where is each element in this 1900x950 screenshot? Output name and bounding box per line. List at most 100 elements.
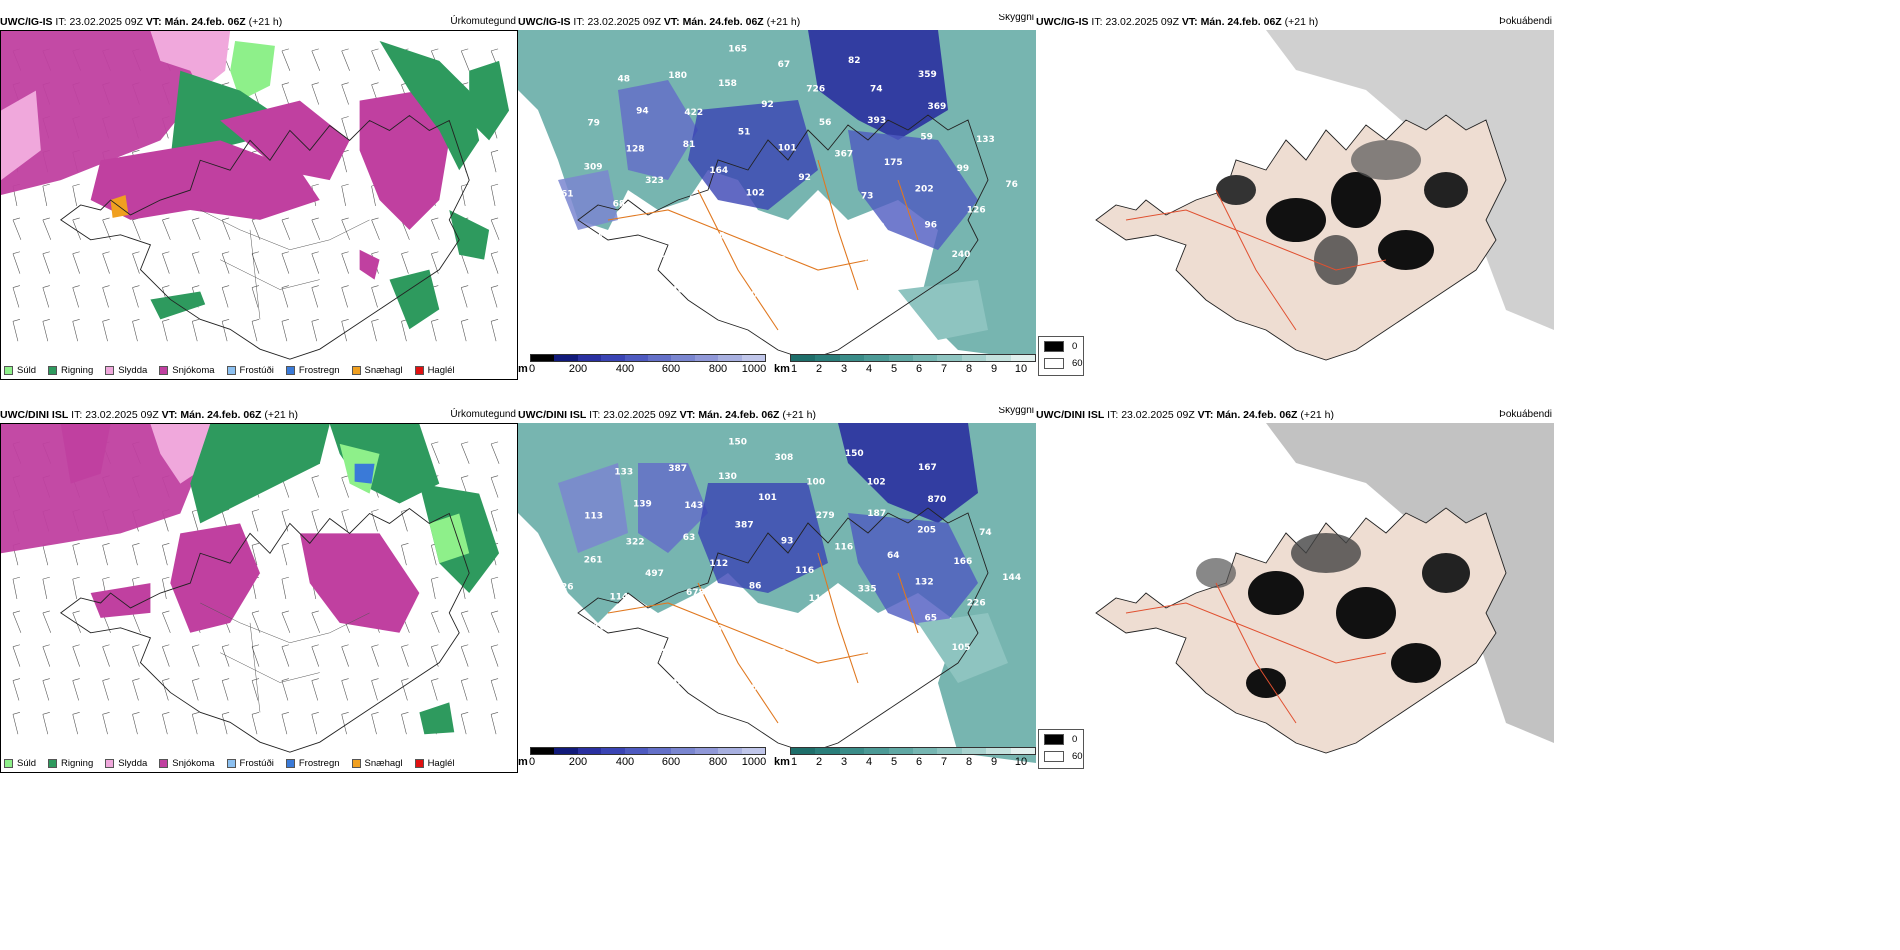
wind-barb [12,217,22,240]
wind-barb [72,678,80,701]
legend-item: Frostregn [285,365,340,376]
colorbar-tick: 0 [528,756,536,768]
vt-value: Mán. 24.feb. 06Z [1200,16,1282,28]
wind-barb [221,285,230,308]
fog-legend: 0 60 [1038,336,1084,376]
visibility-value-label: 126 [852,683,871,693]
wind-barb [371,712,379,735]
visibility-value-label: 133 [711,264,730,274]
wind-barb [341,251,349,274]
colorbar-tick: 600 [661,363,681,375]
panel-header: UWC/DINI ISL IT: 23.02.2025 09Z VT: Mán.… [518,407,1036,423]
legend-swatch [4,366,13,375]
it-value: 23.02.2025 09Z [1121,409,1195,421]
colorbar-strip [530,354,766,362]
visibility-value-label: 96 [657,617,670,627]
panel-header: UWC/IG-IS IT: 23.02.2025 09Z VT: Mán. 24… [1036,14,1554,30]
model-name: UWC/DINI ISL [1036,409,1105,421]
visibility-value-label: 317 [900,258,919,268]
colorbar-segment [694,748,719,754]
vt-value: Mán. 24.feb. 06Z [698,409,780,421]
colorbar-tick: 9 [990,363,998,375]
visibility-value-label: 387 [668,464,687,474]
panel-visibility-top: UWC/IG-IS IT: 23.02.2025 09Z VT: Mán. 24… [518,14,1036,380]
legend-swatch [285,366,295,375]
wind-barb [162,319,170,342]
visibility-value-label: 73 [808,234,821,244]
wind-barb [42,644,51,667]
visibility-value-label: 324 [753,612,772,622]
wind-barb [42,285,50,308]
legend-swatch [226,759,236,768]
it-value: 23.02.2025 09Z [587,16,661,28]
visibility-value-label: 143 [684,501,703,511]
visibility-value-label: 393 [867,116,886,126]
colorbar-tick: 5 [890,363,898,375]
wind-barb [12,285,21,308]
colorbar-tick: 2 [815,363,823,375]
wind-barb [311,475,320,498]
map-area [0,30,518,380]
wind-barb [132,712,140,735]
visibility-value-label: 202 [915,185,934,195]
wind-barb [341,644,349,667]
wind-barb [490,319,499,342]
visibility-value-label: 69 [872,222,885,232]
visibility-value-label: 102 [746,189,765,199]
wind-barb [221,678,230,701]
wind-barb [132,678,140,701]
legend-label: Snæhagl [364,365,403,376]
wind-barb [72,644,80,667]
colorbar-tick: 1 [790,756,798,768]
colorbar-unit: m [518,363,528,375]
colorbar-tick: 3 [840,756,848,768]
wind-barb [460,285,469,308]
legend-item: Snjókoma [159,365,215,376]
visibility-value-label: 150 [728,437,747,447]
legend-label: 60 [1072,751,1083,762]
colorbar-segment [741,355,766,361]
visibility-value-label: 133 [976,135,995,145]
wind-barb [431,251,439,274]
visibility-value-label: 706 [739,683,758,693]
legend-label: Frostregn [298,365,340,376]
product-name: Þokuábendi [1499,409,1552,420]
wind-barb [72,251,80,274]
visibility-value-label: 101 [758,493,777,503]
wind-barb [162,576,170,600]
legend-item: Súld [4,365,36,376]
visibility-value-label: 79 [587,118,600,128]
visibility-value-label: 101 [778,144,797,154]
wind-barb [191,644,200,667]
it-label: IT: [55,16,67,28]
colorbar-tick: 4 [865,756,873,768]
colorbar-segment [554,355,578,361]
wind-barb [401,712,409,735]
wind-barb [490,183,499,207]
visibility-value-label: 100 [806,478,825,488]
wind-barb [221,251,230,274]
wind-barb [102,285,110,308]
wind-barb [191,319,200,342]
colorbar-segment [577,355,602,361]
legend-item: Rigning [48,365,93,376]
legend-swatch [285,759,295,768]
colorbar-segment [1010,748,1036,754]
legend-swatch [48,759,58,768]
wind-barb [431,644,439,667]
visibility-value-label: 128 [626,144,645,154]
map-area [1036,30,1554,380]
wind-barb [102,543,110,566]
legend-item: Slydda [105,758,147,769]
legend-swatch [1044,358,1064,369]
wind-barb [102,319,110,342]
vt-label: VT: [663,16,680,28]
wind-barb [311,48,321,71]
visibility-value-label: 93 [781,537,794,547]
legend-label: Snjókoma [172,365,215,376]
product-name: Úrkomutegund [450,409,516,420]
wind-barb [311,509,319,532]
wind-barb [460,644,469,667]
wind-barb [281,217,291,240]
colorbar-segment [815,748,840,754]
